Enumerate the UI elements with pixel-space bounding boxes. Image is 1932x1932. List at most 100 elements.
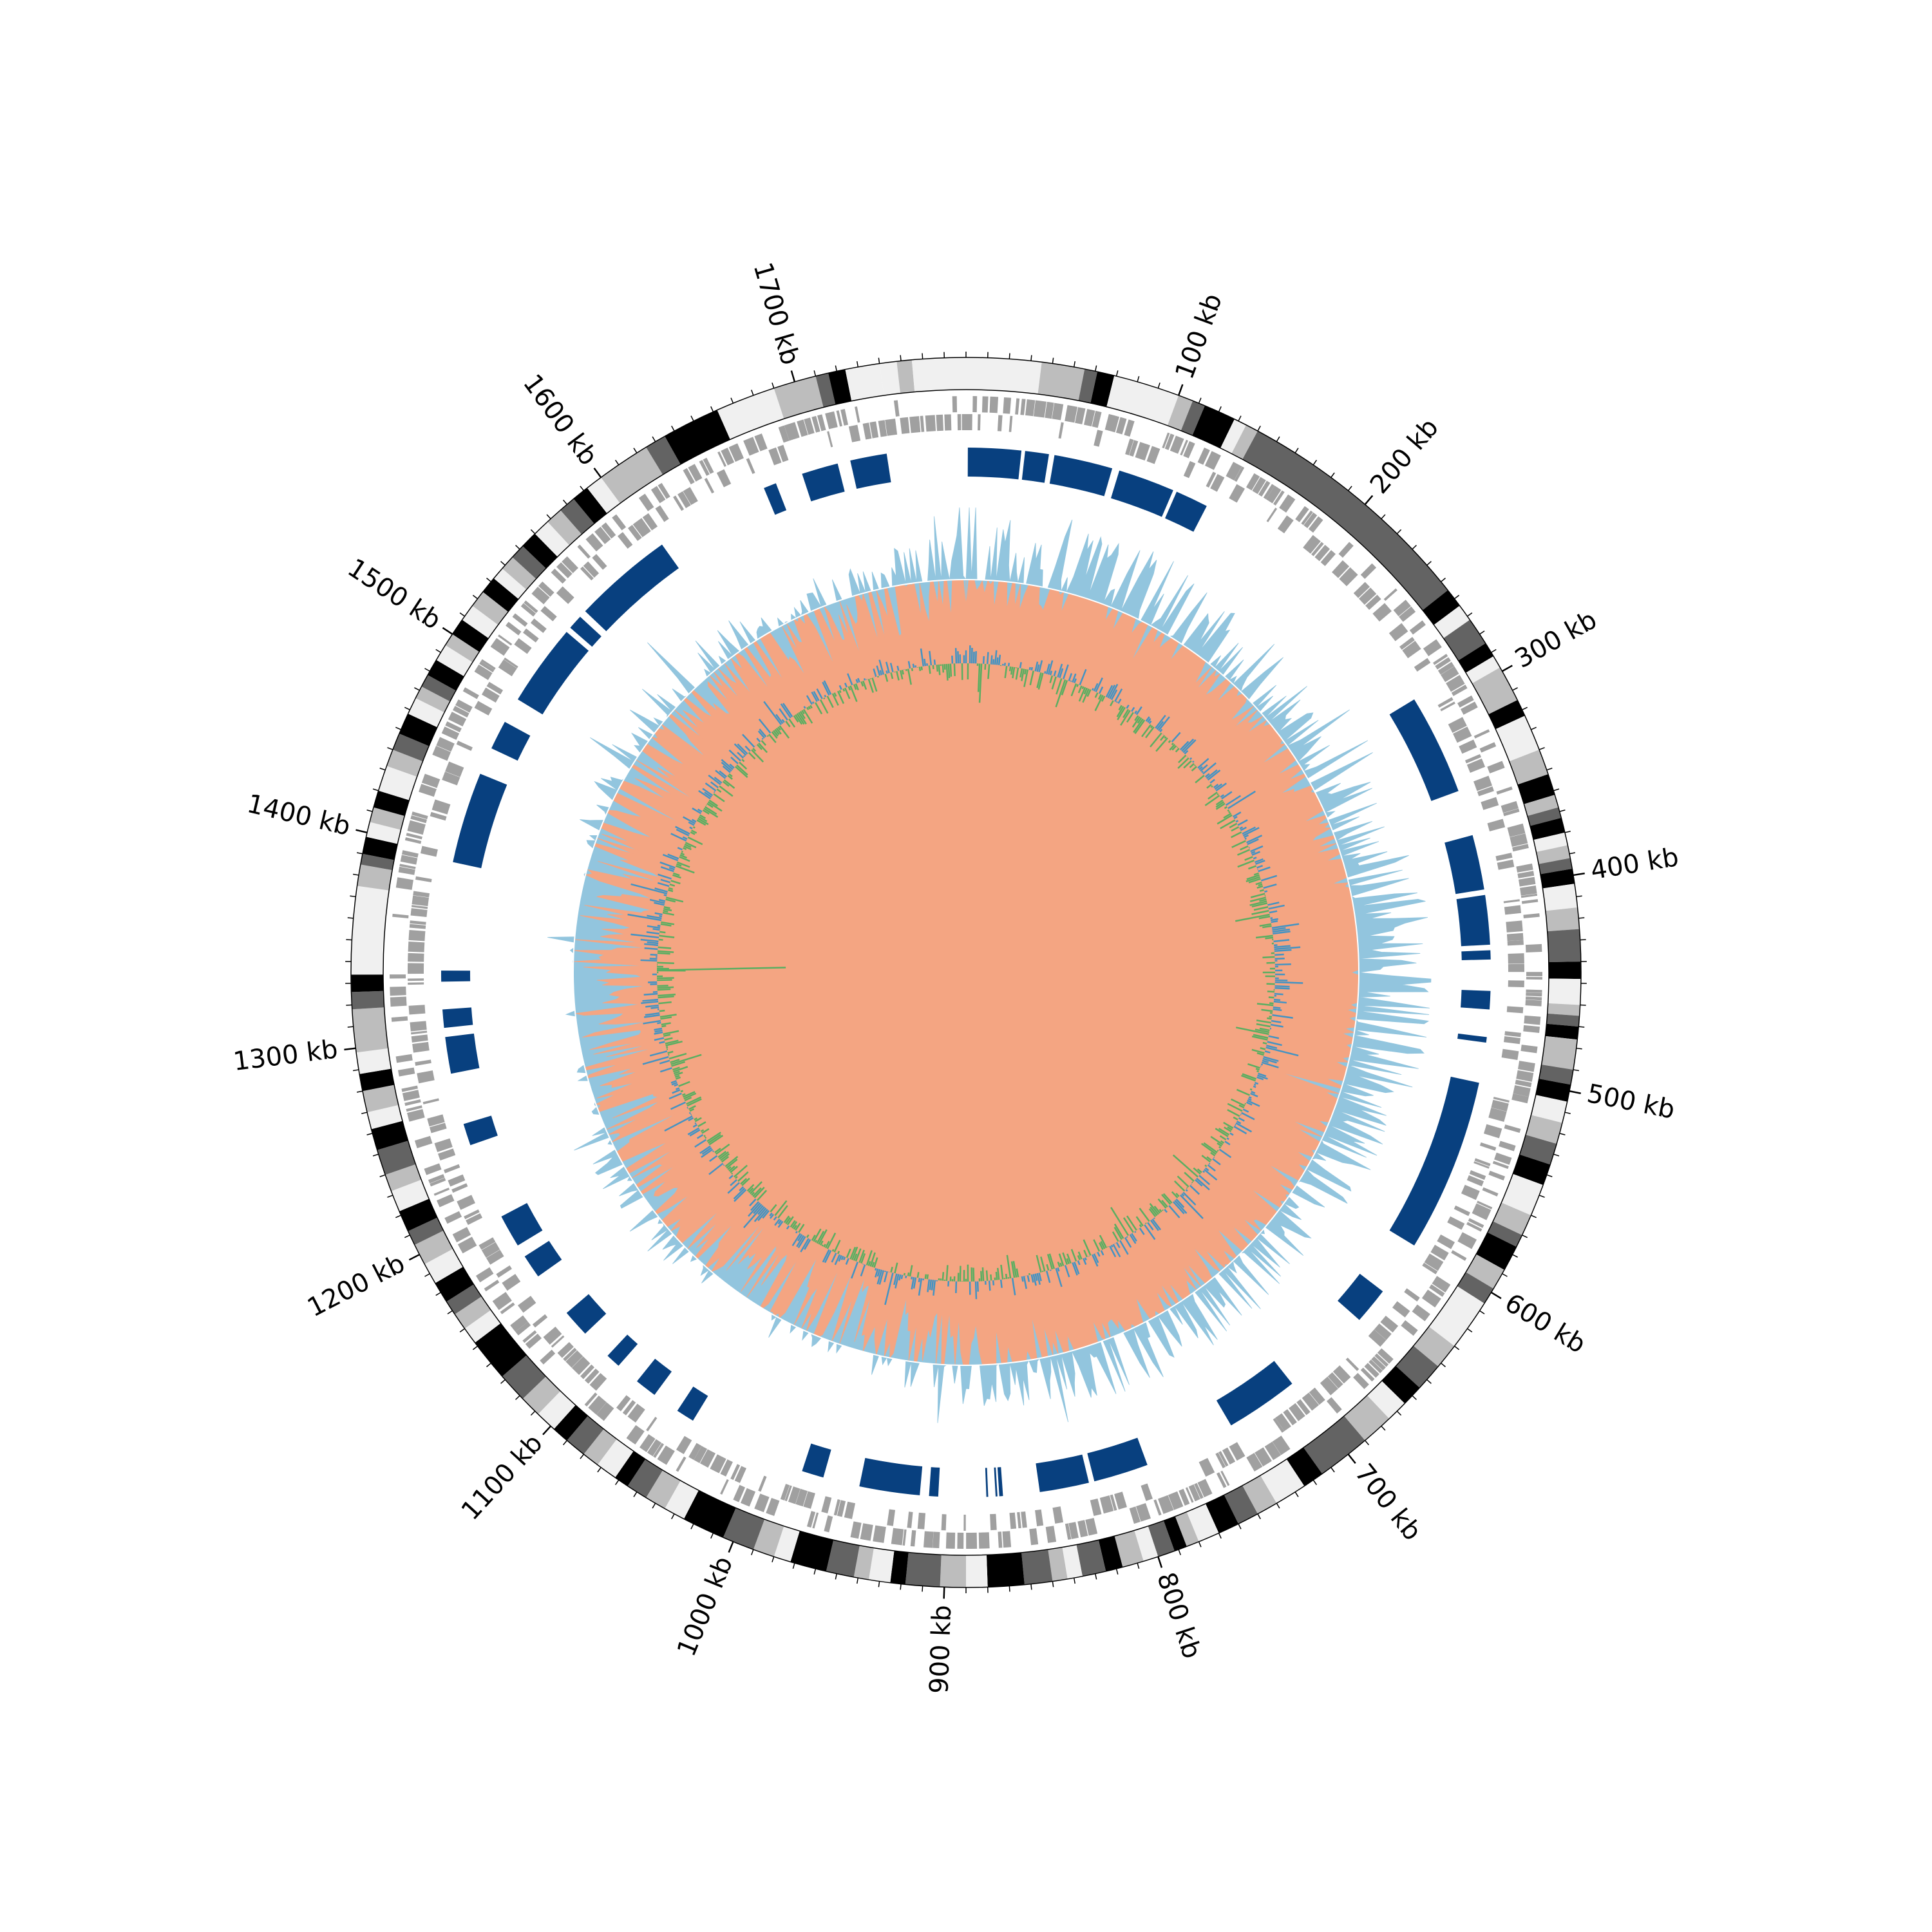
gene-feature xyxy=(399,864,416,869)
gene-feature xyxy=(1520,1045,1538,1054)
scale-ticks xyxy=(344,352,1587,1599)
gene-feature xyxy=(1085,1518,1098,1536)
contig-band xyxy=(1062,1544,1083,1579)
scale-tick-label: 500 kb xyxy=(1584,1079,1677,1125)
contig-band xyxy=(1413,1326,1455,1367)
contig-band xyxy=(1546,1013,1580,1027)
gene-feature xyxy=(430,1177,446,1187)
contig-band xyxy=(399,714,437,746)
gene-feature xyxy=(540,605,557,621)
minor-tick xyxy=(424,668,430,672)
gene-feature xyxy=(855,406,860,423)
contig-band xyxy=(1134,1526,1159,1562)
gene-feature xyxy=(1303,535,1321,554)
contig-band xyxy=(535,522,570,557)
gene-feature xyxy=(392,913,409,919)
contig-band xyxy=(868,1548,895,1583)
contig-band xyxy=(1545,1023,1579,1040)
gene-feature xyxy=(1289,1403,1305,1421)
gene-feature xyxy=(1183,441,1195,459)
contig-band xyxy=(493,568,527,600)
gene-feature xyxy=(1506,1006,1524,1014)
gene-feature xyxy=(408,1005,426,1015)
gene-feature xyxy=(408,963,424,974)
gene-feature xyxy=(408,941,425,952)
gene-feature xyxy=(1099,1495,1114,1514)
minor-tick xyxy=(1238,1523,1242,1530)
contig-band xyxy=(717,388,784,440)
contig-band xyxy=(1545,907,1580,932)
gene-feature xyxy=(1466,758,1486,773)
gene-feature xyxy=(1115,417,1127,435)
contig-band xyxy=(1078,368,1098,403)
contig-band xyxy=(665,1481,699,1519)
minor-tick xyxy=(414,687,420,691)
minor-tick xyxy=(1257,1513,1261,1520)
gene-feature xyxy=(966,1532,978,1549)
gene-feature xyxy=(1432,1276,1451,1293)
gene-feature xyxy=(676,1435,692,1455)
gene-feature xyxy=(989,396,999,413)
gene-feature xyxy=(1461,1184,1480,1200)
gene-feature xyxy=(1194,1482,1204,1499)
gene-feature xyxy=(1388,623,1408,641)
gene-feature xyxy=(1311,542,1324,556)
scale-tick-label: 1600 kb xyxy=(517,369,603,471)
gene-feature xyxy=(825,411,838,430)
genomic-island xyxy=(967,448,1022,480)
minor-tick xyxy=(1030,355,1032,361)
gene-feature xyxy=(1451,685,1468,696)
gene-feature xyxy=(957,1532,964,1549)
gene-feature xyxy=(410,908,428,918)
gene-feature xyxy=(803,1491,815,1509)
contig-band xyxy=(879,361,900,396)
contig-band xyxy=(428,659,464,691)
minor-tick xyxy=(1553,1153,1560,1157)
minor-tick xyxy=(1218,406,1222,412)
contig-band xyxy=(392,734,430,762)
gene-feature xyxy=(1180,439,1188,456)
gene-feature xyxy=(1423,639,1442,656)
gene-feature xyxy=(484,1280,500,1292)
gene-feature xyxy=(406,1109,425,1122)
gene-feature xyxy=(1504,1031,1521,1037)
gene-feature xyxy=(963,1514,966,1531)
gene-feature xyxy=(1451,1250,1467,1261)
gene-feature xyxy=(496,1265,512,1278)
gene-feature xyxy=(658,482,670,499)
gene-feature xyxy=(1320,550,1336,566)
gene-feature xyxy=(419,784,437,797)
genomic-island-track xyxy=(440,448,1491,1497)
minor-tick xyxy=(379,768,386,771)
minor-tick xyxy=(597,1467,601,1473)
contig-band xyxy=(502,557,536,590)
minor-tick xyxy=(580,1454,585,1459)
gene-feature xyxy=(972,396,978,413)
gene-feature xyxy=(1090,1498,1102,1516)
gene-feature xyxy=(1197,448,1210,465)
minor-tick xyxy=(486,1363,491,1367)
major-tick xyxy=(1502,665,1513,672)
gene-feature xyxy=(1338,542,1354,558)
gene-feature xyxy=(412,1041,430,1053)
gene-feature xyxy=(525,1333,542,1349)
minor-tick xyxy=(1467,612,1473,617)
gene-feature xyxy=(840,409,849,426)
minor-tick xyxy=(1559,1133,1566,1135)
contig-band xyxy=(356,1048,392,1074)
genomic-island xyxy=(517,632,589,715)
gene-feature xyxy=(1481,797,1499,810)
contig-band xyxy=(421,675,456,702)
scale-tick-label: 300 kb xyxy=(1510,605,1602,674)
contig-band xyxy=(567,1416,604,1455)
gene-feature xyxy=(780,1484,790,1501)
gene-feature xyxy=(703,457,714,474)
gene-feature xyxy=(1188,1484,1200,1502)
contig-band xyxy=(1524,795,1558,817)
gene-feature xyxy=(653,1443,665,1458)
gene-feature xyxy=(1499,1141,1516,1151)
gene-feature xyxy=(677,491,691,509)
contig-band xyxy=(845,363,884,401)
contig-band xyxy=(1536,845,1571,864)
gene-feature xyxy=(758,1475,767,1492)
